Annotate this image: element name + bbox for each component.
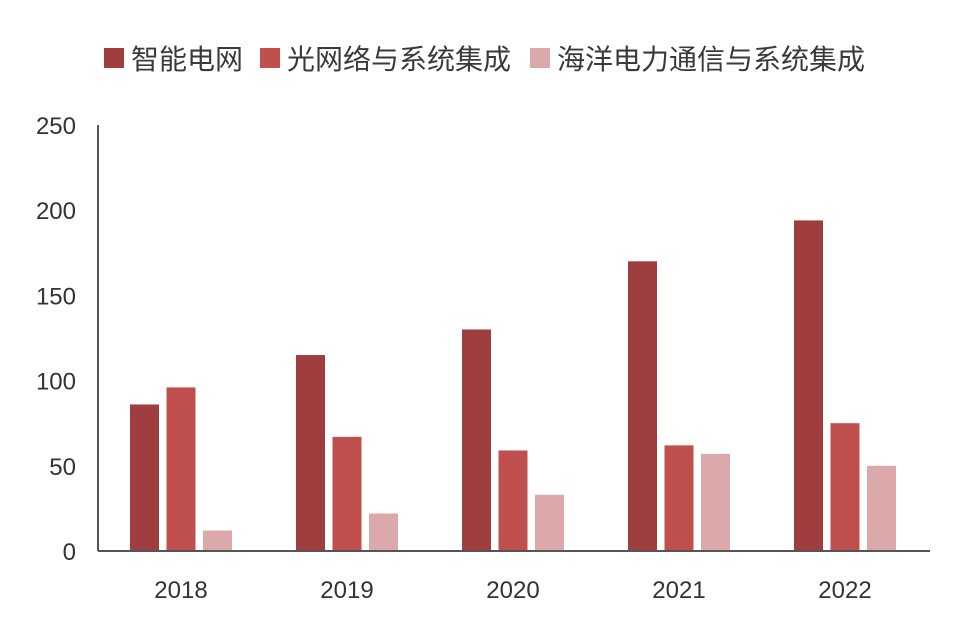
x-tick-label: 2018 (154, 577, 207, 604)
y-tick-label: 50 (49, 454, 76, 481)
x-tick-label: 2020 (486, 577, 539, 604)
legend-swatch (530, 48, 550, 68)
x-axis-ticks: 2018 2019 2020 2021 2022 (154, 577, 871, 604)
bars (130, 220, 896, 551)
bar (830, 423, 860, 551)
y-tick-label: 150 (36, 283, 76, 310)
bar (296, 355, 325, 551)
bar (462, 329, 491, 551)
y-tick-label: 0 (63, 539, 76, 566)
bar (203, 530, 232, 551)
bar (498, 450, 528, 551)
y-tick-label: 250 (36, 113, 76, 140)
x-tick-label: 2021 (652, 577, 705, 604)
y-tick-label: 100 (36, 369, 76, 396)
bar (701, 453, 730, 551)
legend: 智能电网 光网络与系统集成 海洋电力通信与系统集成 (104, 43, 865, 76)
bar (628, 261, 657, 551)
legend-label: 海洋电力通信与系统集成 (557, 43, 865, 76)
y-tick-label: 200 (36, 198, 76, 225)
bar (794, 220, 823, 551)
bar (664, 445, 694, 551)
x-tick-label: 2022 (818, 577, 871, 604)
bar (867, 465, 896, 551)
legend-label: 智能电网 (131, 43, 243, 76)
legend-label: 光网络与系统集成 (287, 43, 511, 76)
legend-swatch (260, 48, 280, 68)
y-axis-ticks: 0 50 100 150 200 250 (36, 113, 76, 566)
bar (130, 404, 159, 551)
bar (166, 387, 196, 551)
bar (332, 436, 362, 551)
bar (369, 513, 398, 551)
legend-swatch (104, 48, 124, 68)
bar (535, 494, 564, 551)
x-tick-label: 2019 (320, 577, 373, 604)
